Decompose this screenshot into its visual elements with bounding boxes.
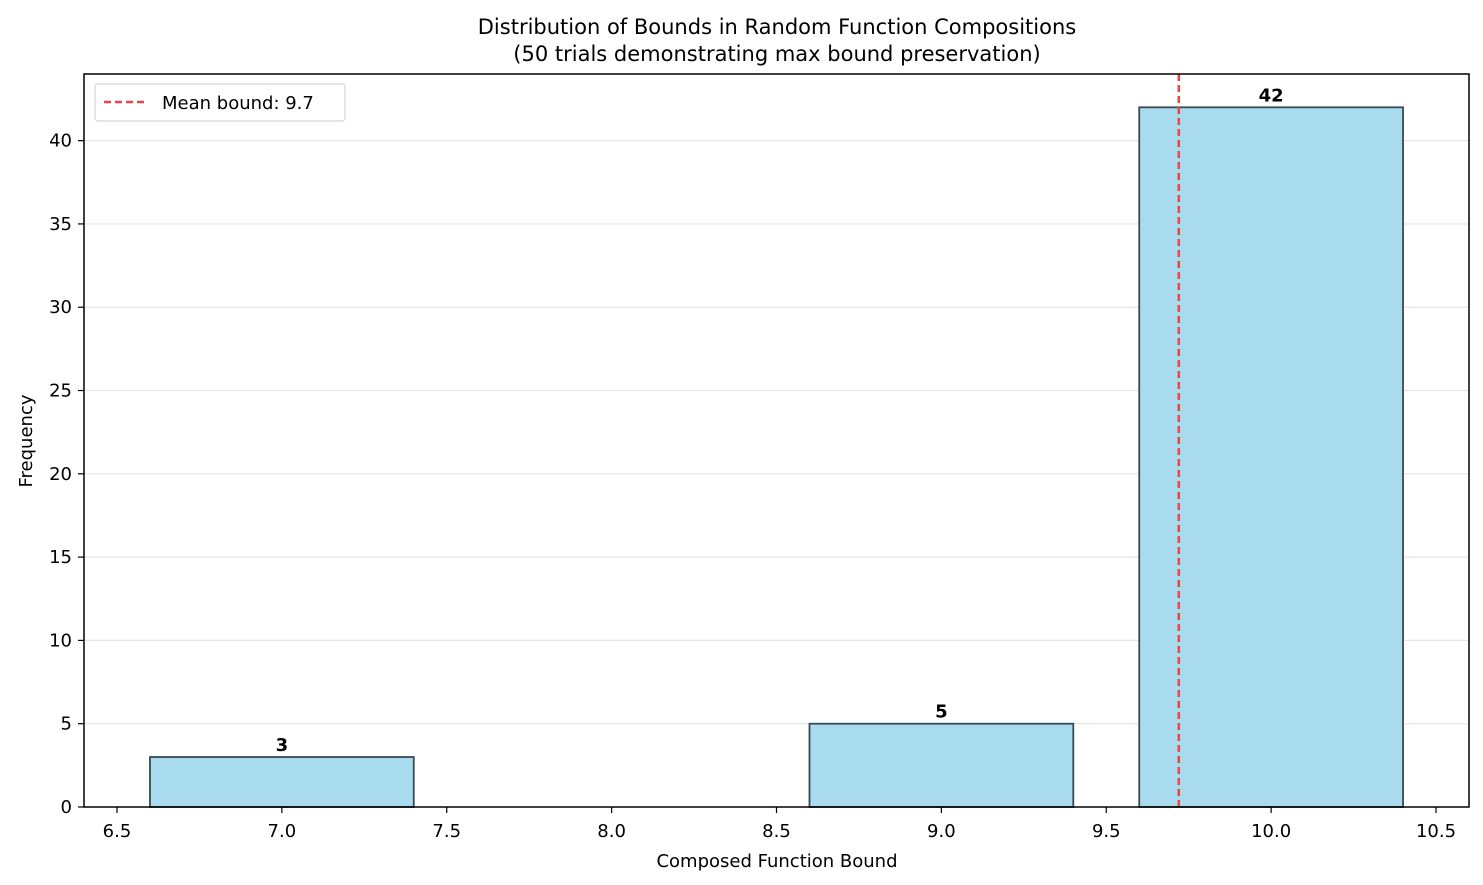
legend: Mean bound: 9.7 bbox=[94, 83, 346, 122]
y-tick-label: 15 bbox=[49, 547, 72, 568]
y-axis-label: Frequency bbox=[16, 394, 37, 487]
x-tick-label: 8.0 bbox=[597, 821, 626, 842]
y-tick-label: 30 bbox=[49, 297, 72, 318]
chart-title: Distribution of Bounds in Random Functio… bbox=[478, 15, 1076, 39]
x-tick-label: 7.5 bbox=[432, 821, 461, 842]
x-tick-label: 8.5 bbox=[762, 821, 791, 842]
bar-value-label: 42 bbox=[1259, 85, 1284, 106]
x-tick-label: 9.0 bbox=[927, 821, 956, 842]
y-tick-label: 0 bbox=[61, 797, 72, 818]
bars: 3 5 42 bbox=[149, 85, 1404, 808]
y-tick-label: 10 bbox=[49, 630, 72, 651]
legend-label: Mean bound: 9.7 bbox=[162, 93, 314, 114]
x-tick-label: 6.5 bbox=[103, 821, 132, 842]
y-tick-label: 40 bbox=[49, 131, 72, 152]
y-tick-label: 35 bbox=[49, 214, 72, 235]
legend-box bbox=[94, 83, 346, 122]
x-axis-label: Composed Function Bound bbox=[656, 851, 897, 872]
x-tick-label: 10.0 bbox=[1251, 821, 1291, 842]
y-tick-label: 5 bbox=[61, 714, 72, 735]
histogram-bar bbox=[1138, 106, 1404, 808]
y-tick-label: 20 bbox=[49, 464, 72, 485]
histogram-bar bbox=[808, 722, 1075, 808]
chart-subtitle: (50 trials demonstrating max bound prese… bbox=[513, 42, 1040, 66]
y-tick-label: 25 bbox=[49, 381, 72, 402]
x-tick-label: 10.5 bbox=[1416, 821, 1456, 842]
histogram-bar bbox=[149, 756, 415, 808]
bar-value-label: 5 bbox=[935, 702, 948, 723]
x-tick-label: 9.5 bbox=[1092, 821, 1121, 842]
bar-value-label: 3 bbox=[276, 735, 289, 756]
x-tick-label: 7.0 bbox=[268, 821, 297, 842]
